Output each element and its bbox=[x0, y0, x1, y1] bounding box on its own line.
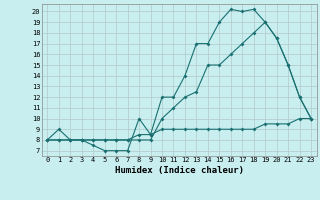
X-axis label: Humidex (Indice chaleur): Humidex (Indice chaleur) bbox=[115, 166, 244, 175]
